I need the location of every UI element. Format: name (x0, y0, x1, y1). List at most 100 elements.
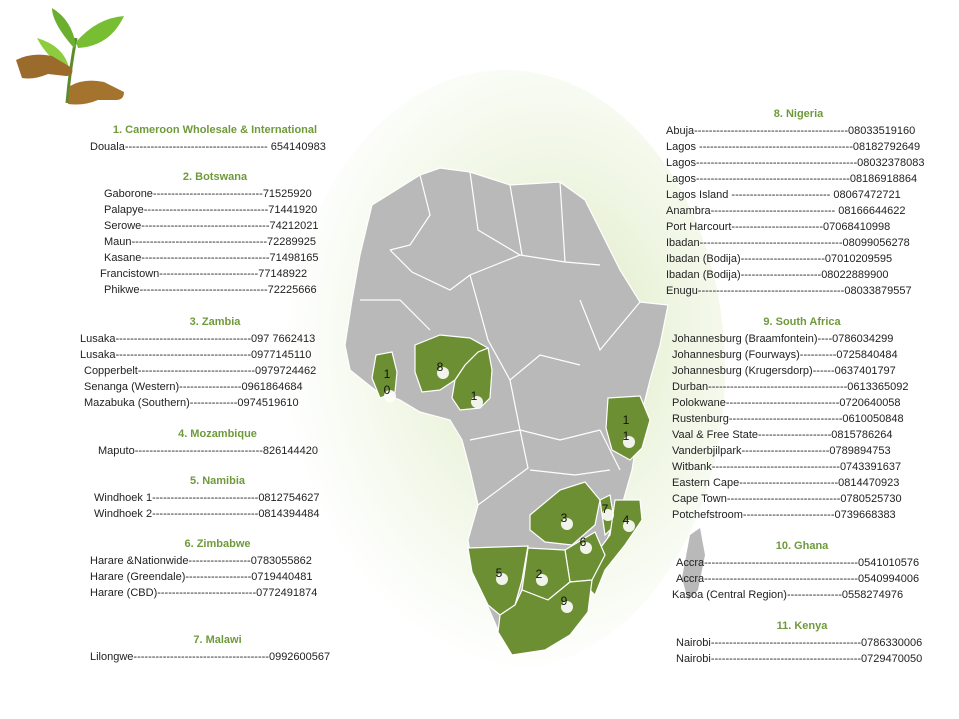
map-marker: 4 (623, 513, 635, 532)
map-marker: 0 (384, 383, 396, 402)
marker-dot (437, 367, 449, 379)
section-title: 6. Zimbabwe (184, 538, 251, 550)
list-item: Nairobi---------------------------------… (676, 653, 923, 665)
list-item: Windhoek 1-----------------------------0… (94, 492, 320, 504)
marker-label: 1 (471, 389, 478, 403)
map-marker: 6 (580, 535, 592, 554)
marker-label: 4 (623, 513, 630, 527)
map-marker: 7 (602, 502, 614, 521)
map-marker: 1 (623, 413, 630, 427)
list-item: Ibadan----------------------------------… (666, 237, 910, 249)
map-marker: 3 (561, 511, 573, 530)
list-item: Harare (Greendale)------------------0719… (90, 571, 313, 583)
map-marker: 1 (623, 429, 635, 448)
section-title: 4. Mozambique (178, 428, 257, 440)
list-item: Ibadan (Bodija)-----------------------07… (666, 253, 893, 265)
section-namibia: 5. Namibia Windhoek 1-------------------… (90, 475, 345, 522)
section-zimbabwe: 6. Zimbabwe Harare &Nationwide----------… (90, 538, 345, 601)
marker-dot (496, 573, 508, 585)
map-marker: 5 (496, 566, 508, 585)
marker-label: 8 (437, 360, 444, 374)
list-item: Phikwe----------------------------------… (104, 284, 317, 296)
marker-dot (536, 574, 548, 586)
list-item: Mazabuka (Southern)-------------09745196… (84, 397, 299, 409)
list-item: Maputo----------------------------------… (98, 445, 318, 457)
list-item: Senanga (Western)-----------------096186… (84, 381, 303, 393)
list-item: Polokwane-------------------------------… (672, 397, 901, 409)
marker-dot (384, 390, 396, 402)
country-zambia (529, 481, 601, 546)
list-item: Harare &Nationwide-----------------07830… (90, 555, 312, 567)
map-marker: 1 (384, 367, 391, 381)
list-item: Johannesburg (Fourways)----------0725840… (672, 349, 898, 361)
section-title: 8. Nigeria (773, 108, 824, 120)
list-item: Palapye---------------------------------… (104, 204, 318, 216)
section-cameroon: 1. Cameroon Wholesale & International Do… (90, 124, 340, 155)
map-marker: 1 (471, 389, 483, 408)
list-item: Lagos ----------------------------------… (666, 141, 921, 153)
list-item: Windhoek 2-----------------------------0… (94, 508, 320, 520)
list-item: Potchefstroom-------------------------07… (672, 509, 896, 521)
section-title: 7. Malawi (193, 634, 242, 646)
country-kenya (605, 395, 651, 461)
marker-label: 1 (623, 429, 630, 443)
marker-dot (471, 396, 483, 408)
section-title: 3. Zambia (189, 316, 241, 328)
list-item: Vanderbjilpark------------------------07… (672, 445, 891, 457)
map-marker: 2 (536, 567, 548, 586)
section-malawi: 7. Malawi Lilongwe----------------------… (90, 634, 345, 665)
marker-label: 2 (536, 567, 543, 581)
section-botswana: 2. Botswana Gaborone--------------------… (90, 171, 340, 298)
section-title: 5. Namibia (189, 475, 246, 487)
section-title: 11. Kenya (776, 620, 828, 632)
list-item: Lilongwe--------------------------------… (90, 651, 331, 663)
list-item: Kasane----------------------------------… (104, 252, 319, 264)
list-item: Maun------------------------------------… (104, 236, 316, 248)
marker-label: 5 (496, 566, 503, 580)
list-item: Lagos-----------------------------------… (666, 173, 918, 185)
list-item: Lagos-----------------------------------… (666, 157, 925, 169)
list-item: Copperbelt------------------------------… (84, 365, 317, 377)
section-title: 1. Cameroon Wholesale & International (112, 124, 318, 136)
country-borders (360, 171, 641, 506)
section-south-africa: 9. South Africa Johannesburg (Braamfonte… (672, 316, 932, 523)
list-item: Douala----------------------------------… (90, 141, 326, 153)
list-item: Vaal & Free State--------------------081… (672, 429, 893, 441)
list-item: Lusaka----------------------------------… (80, 349, 312, 361)
section-title: 10. Ghana (775, 540, 829, 552)
section-mozambique: 4. Mozambique Maputo--------------------… (90, 428, 345, 459)
list-item: Harare (CBD)---------------------------0… (90, 587, 318, 599)
list-item: Cape Town-------------------------------… (672, 493, 902, 505)
marker-dot (561, 518, 573, 530)
list-item: Lagos Island ---------------------------… (666, 189, 901, 201)
marker-dot (602, 509, 614, 521)
section-kenya: 11. Kenya Nairobi-----------------------… (672, 620, 932, 667)
country-south-africa (497, 579, 593, 656)
marker-label: 6 (580, 535, 587, 549)
markers-layer: 1 1 0 8 1 1 3 74 6 5 2 9 (384, 360, 635, 613)
list-item: Serowe----------------------------------… (104, 220, 319, 232)
list-item: Port Harcourt-------------------------07… (666, 221, 891, 233)
marker-dot (623, 436, 635, 448)
section-title: 2. Botswana (182, 171, 248, 183)
section-zambia: 3. Zambia Lusaka------------------------… (80, 316, 350, 411)
marker-dot (561, 601, 573, 613)
section-title: 9. South Africa (763, 316, 841, 328)
madagascar-shape (682, 528, 705, 600)
marker-label: 1 (384, 367, 391, 381)
section-ghana: 10. Ghana Accra-------------------------… (672, 540, 932, 603)
list-item: Rustenburg------------------------------… (672, 413, 904, 425)
list-item: Abuja-----------------------------------… (666, 125, 916, 137)
country-ghana (371, 351, 398, 399)
list-item: Gaborone------------------------------71… (104, 188, 312, 200)
marker-label: 1 (623, 413, 630, 427)
section-nigeria: 8. Nigeria Abuja------------------------… (666, 108, 931, 299)
list-item: Johannesburg (Braamfontein)----078603429… (672, 333, 894, 345)
marker-label: 3 (561, 511, 568, 525)
country-nigeria (414, 334, 490, 393)
marker-dot (580, 542, 592, 554)
marker-label: 0 (384, 383, 391, 397)
list-item: Enugu-----------------------------------… (666, 285, 912, 297)
list-item: Accra-----------------------------------… (676, 557, 920, 569)
